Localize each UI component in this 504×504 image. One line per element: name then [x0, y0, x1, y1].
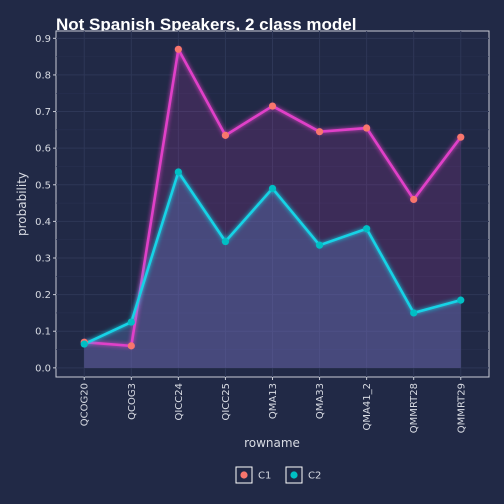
- x-tick-label: QICC25: [221, 383, 232, 421]
- data-point-C2: [410, 309, 417, 316]
- y-tick-label: 0.3: [35, 254, 51, 265]
- data-point-C2: [269, 185, 276, 192]
- data-point-C1: [222, 132, 229, 139]
- x-tick-label: QMMRT29: [456, 383, 467, 433]
- x-tick-label: QCOG20: [80, 383, 91, 426]
- data-point-C2: [175, 168, 182, 175]
- data-point-C1: [128, 342, 135, 349]
- legend-marker-C2: [290, 471, 297, 478]
- y-tick-label: 0.8: [35, 70, 51, 81]
- legend-label-C1: C1: [258, 471, 271, 482]
- y-axis-ticks: 0.0 0.1 0.2 0.3 0.4 0.5 0.6 0.7 0.8 0.9: [35, 34, 56, 375]
- y-tick-label: 0.0: [35, 363, 51, 374]
- y-tick-label: 0.5: [35, 180, 51, 191]
- y-tick-label: 0.9: [35, 34, 51, 45]
- legend: C1 C2: [236, 467, 321, 483]
- legend-marker-C1: [240, 471, 247, 478]
- legend-label-C2: C2: [308, 471, 321, 482]
- x-tick-label: QMA13: [268, 383, 279, 419]
- x-axis-ticks: QCOG20 QCOG3 QICC24 QICC25 QMA13 QMA33 QMA41_2…: [80, 377, 468, 433]
- x-tick-label: QCOG3: [127, 383, 138, 420]
- data-point-C1: [269, 102, 276, 109]
- data-point-C2: [222, 238, 229, 245]
- data-point-C2: [128, 318, 135, 325]
- data-point-C1: [363, 124, 370, 131]
- y-tick-label: 0.6: [35, 144, 51, 155]
- data-point-C1: [175, 46, 182, 53]
- y-tick-label: 0.2: [35, 290, 51, 301]
- y-tick-label: 0.4: [35, 217, 51, 228]
- y-axis-title: probability: [15, 172, 29, 236]
- y-tick-label: 0.7: [35, 107, 51, 118]
- x-axis-title: rowname: [244, 436, 300, 450]
- data-point-C1: [457, 134, 464, 141]
- x-tick-label: QMA41_2: [362, 383, 373, 430]
- x-tick-label: QMMRT28: [409, 383, 420, 433]
- data-point-C2: [316, 242, 323, 249]
- x-tick-label: QMA33: [315, 383, 326, 419]
- y-tick-label: 0.1: [35, 327, 51, 338]
- data-point-C2: [363, 225, 370, 232]
- data-point-C2: [457, 297, 464, 304]
- data-point-C1: [410, 196, 417, 203]
- data-point-C2: [81, 340, 88, 347]
- data-point-C1: [316, 128, 323, 135]
- x-tick-label: QICC24: [174, 383, 185, 421]
